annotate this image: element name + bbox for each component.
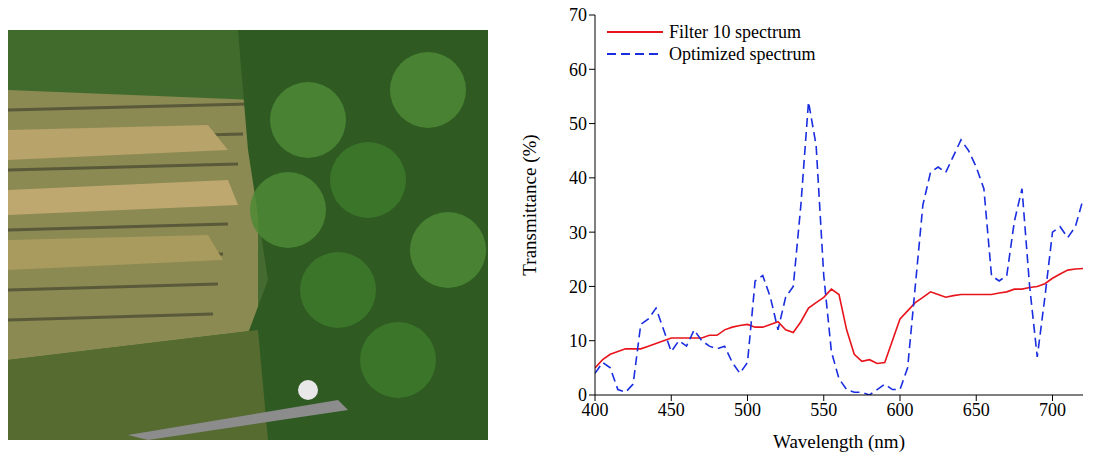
svg-text:40: 40 [569,168,587,188]
svg-text:50: 50 [569,114,587,134]
svg-text:500: 500 [734,400,761,420]
svg-text:400: 400 [581,399,609,420]
svg-text:450: 450 [658,400,685,420]
html-text:Optimized spectrum: Optimized spectrum [669,43,816,64]
svg-text:30: 30 [569,223,587,243]
svg-text:650: 650 [963,400,990,420]
svg-text:20: 20 [569,277,587,297]
svg-text:60: 60 [569,60,587,80]
html-text:Filter 10 spectrum: Filter 10 spectrum [669,21,801,42]
svg-text:0: 0 [578,385,587,405]
svg-text:600: 600 [887,400,914,420]
svg-text:70: 70 [569,5,587,25]
svg-text:700: 700 [1039,400,1066,420]
svg-text:Wavelength (nm): Wavelength (nm) [773,431,905,453]
svg-text:10: 10 [569,331,587,351]
svg-text:550: 550 [810,400,837,420]
svg-text:Transmittance (%): Transmittance (%) [520,134,541,275]
